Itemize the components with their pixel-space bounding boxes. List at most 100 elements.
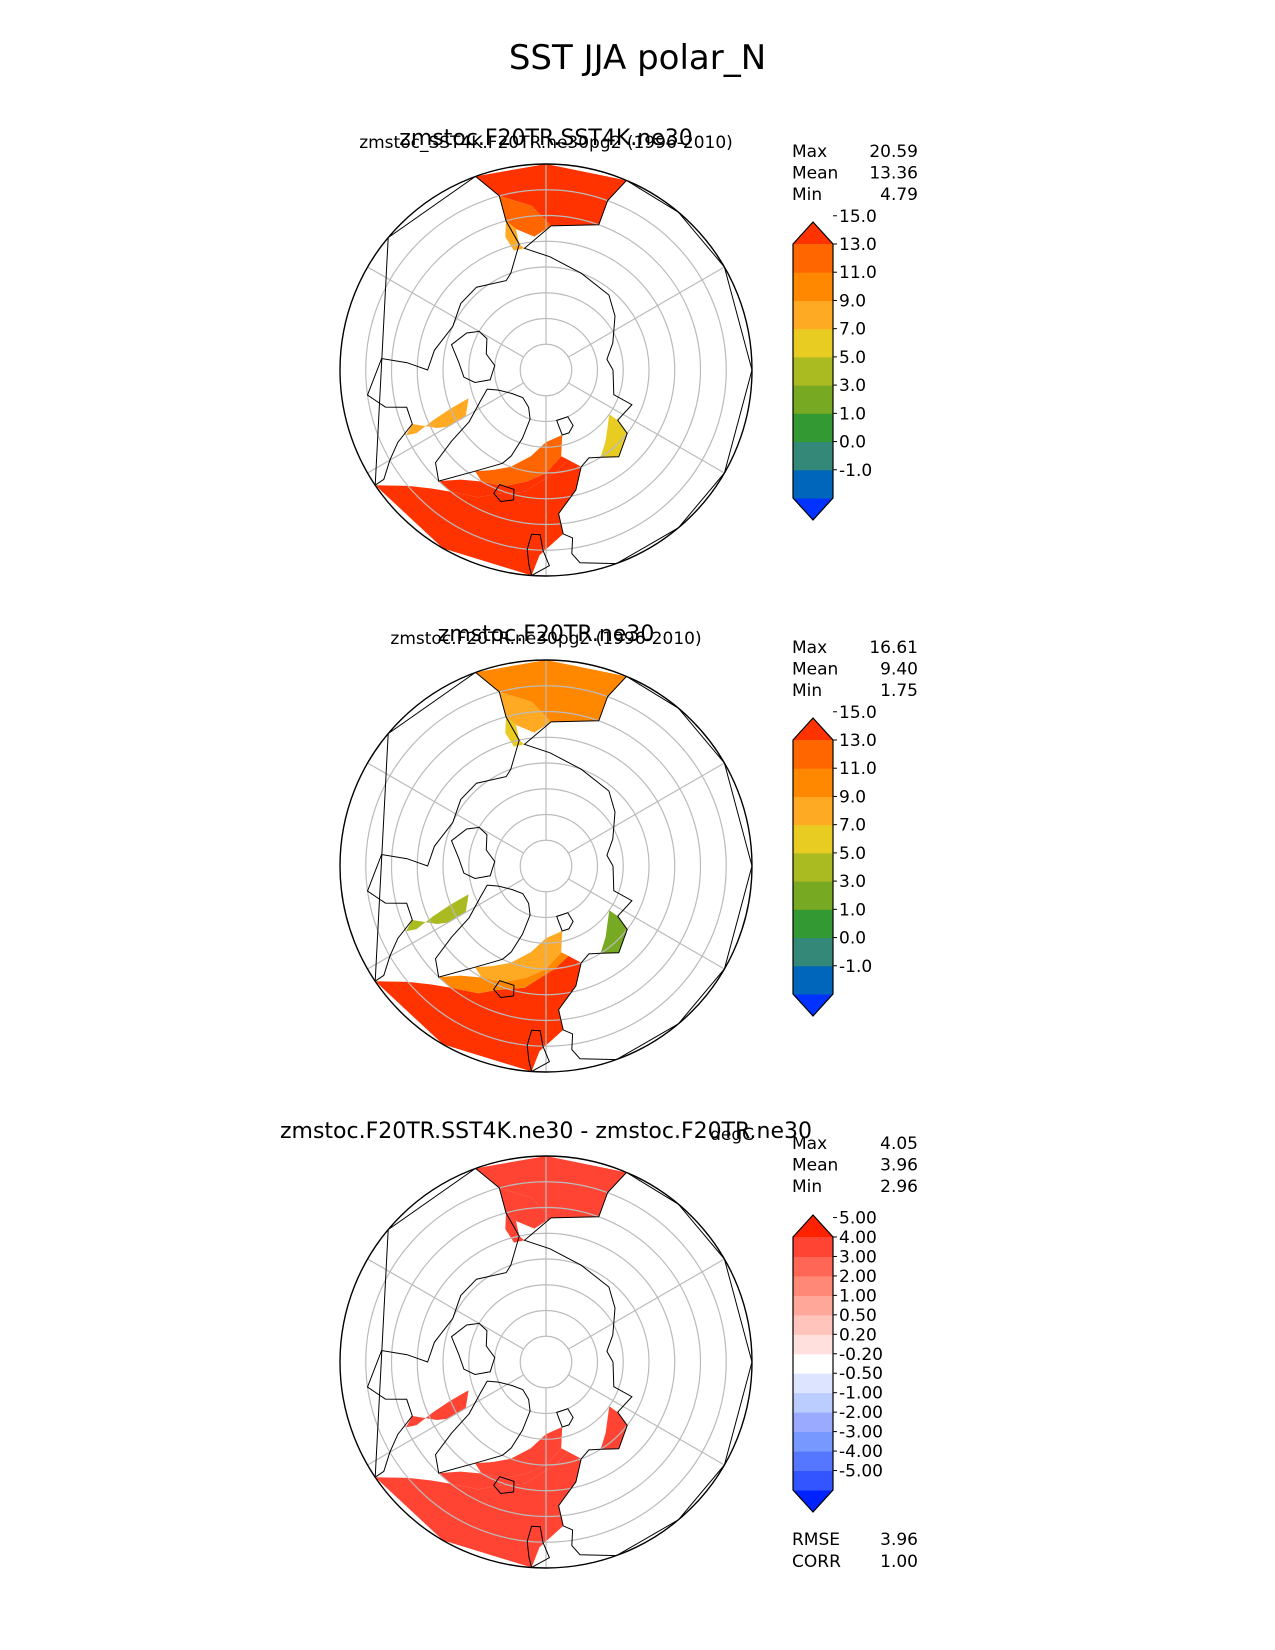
coastline-greenland: [434, 884, 531, 978]
sst-region-pacific: [475, 660, 627, 722]
colorbar-tick-label: 0.20: [839, 1325, 877, 1345]
latitude-circle: [519, 1335, 573, 1389]
colorbar-tick-label: 11.0: [839, 759, 877, 779]
colorbar-segment: [793, 1275, 833, 1296]
map-clip-group: [365, 1156, 752, 1568]
colorbar-segment: [793, 796, 833, 826]
colorbar-segment: [793, 469, 833, 499]
coastline-svalbard: [556, 1408, 574, 1428]
stat-value-min: 2.96: [880, 1177, 918, 1197]
colorbar-segment: [793, 768, 833, 797]
stat-value-max: 4.05: [880, 1134, 918, 1154]
panel-title: zmstoc.F20TR.ne30: [438, 622, 655, 647]
error-stat-value-rmse: 3.96: [880, 1530, 918, 1550]
colorbar-segment: [793, 244, 833, 273]
colorbar-tick-label: 9.0: [839, 787, 866, 807]
latitude-circle: [519, 343, 573, 397]
colorbar-segment: [793, 441, 833, 471]
stat-value-mean: 13.36: [869, 164, 918, 184]
colorbar-segment: [793, 356, 833, 386]
colorbar-tick-label: -0.20: [839, 1345, 883, 1365]
colorbar-segment: [793, 1334, 833, 1355]
colorbar-tick-label: 5.0: [839, 844, 866, 864]
sst-region-atlantic: [375, 1451, 582, 1568]
meridian-line: [367, 878, 524, 970]
error-stat-value-corr: 1.00: [880, 1552, 918, 1572]
sst-region-arctic_outflow: [406, 894, 469, 932]
meridian-line: [568, 1258, 725, 1350]
map-boundary: [339, 163, 753, 577]
stat-value-mean: 3.96: [880, 1156, 918, 1176]
meridian-line: [568, 762, 725, 854]
colorbar-extend-min: [793, 1490, 833, 1512]
colorbar-segment: [793, 413, 833, 443]
colorbar-outline: [792, 1214, 834, 1513]
stat-label-min: Min: [792, 1177, 822, 1197]
colorbar-tick-label: 4.00: [839, 1228, 877, 1248]
stat-label-min: Min: [792, 185, 822, 205]
coastline-archipelago: [450, 826, 496, 880]
coastline-iceland: [493, 980, 515, 999]
colorbar-segment: [793, 1412, 833, 1433]
colorbar-extend-max: [793, 718, 833, 740]
colorbar-tick-label: -3.00: [839, 1423, 883, 1443]
colorbar-segment: [793, 965, 833, 995]
coastline-archipelago: [450, 330, 496, 384]
colorbar-tick-label: 3.0: [839, 872, 866, 892]
sst-region-atlantic: [438, 456, 569, 498]
stat-value-min: 4.79: [880, 185, 918, 205]
stat-label-max: Max: [792, 638, 827, 658]
colorbar-segment: [793, 909, 833, 939]
colorbar-tick-label: 15.0: [839, 703, 877, 723]
coastline-iceland: [493, 484, 515, 503]
colorbar-outline: [792, 221, 834, 521]
map-boundary: [339, 1155, 753, 1569]
colorbar-segment: [793, 1431, 833, 1452]
colorbar-segment: [793, 881, 833, 910]
coastline-svalbard: [556, 416, 574, 436]
colorbar-segment: [793, 824, 833, 854]
colorbar-tick-label: 11.0: [839, 263, 877, 283]
panel-title: zmstoc.F20TR.SST4K.ne30: [399, 126, 692, 151]
colorbar-segment: [793, 300, 833, 330]
map-clip-group: [365, 164, 752, 576]
colorbar-tick-label: -2.00: [839, 1403, 883, 1423]
colorbar-tick-label: 15.0: [839, 207, 877, 227]
colorbar-tick-label: 7.0: [839, 816, 866, 836]
sst-region-pacific: [499, 195, 551, 237]
stat-value-min: 1.75: [880, 681, 918, 701]
colorbar-tick-label: -1.00: [839, 1384, 883, 1404]
coastline-greenland: [434, 388, 531, 482]
stat-value-mean: 9.40: [880, 660, 918, 680]
colorbar-segment: [793, 1295, 833, 1316]
sst-region-arctic_outflow: [600, 1406, 628, 1450]
colorbar-extend-max: [793, 222, 833, 244]
colorbar-segment: [793, 1237, 833, 1257]
stat-label-mean: Mean: [792, 660, 838, 680]
colorbar-segment: [793, 937, 833, 967]
meridian-line: [568, 1374, 725, 1466]
error-stat-label-corr: CORR: [792, 1552, 841, 1572]
coastline-uk: [526, 533, 551, 576]
meridian-line: [367, 266, 524, 358]
colorbar-tick-label: -5.00: [839, 1462, 883, 1482]
sst-region-pacific: [475, 1156, 627, 1218]
colorbar-segment: [793, 272, 833, 301]
colorbar-tick-label: -1.0: [839, 957, 872, 977]
colorbar-segment: [793, 328, 833, 358]
colorbar-tick-label: 2.00: [839, 1267, 877, 1287]
colorbar-tick-label: -1.0: [839, 461, 872, 481]
sst-region-atlantic: [375, 955, 582, 1072]
sst-region-atlantic: [438, 952, 569, 994]
map-panel-3: zmstoc.F20TR.SST4K.ne30 - zmstoc.F20TR.n…: [280, 1119, 918, 1569]
latitude-circle: [519, 839, 573, 893]
colorbar-segment: [793, 1256, 833, 1277]
coastline-svalbard: [556, 912, 574, 932]
colorbar-tick-label: 13.0: [839, 235, 877, 255]
colorbar-segment: [793, 852, 833, 882]
stat-label-max: Max: [792, 142, 827, 162]
stat-label-mean: Mean: [792, 1156, 838, 1176]
sst-region-arctic_outflow: [406, 1390, 469, 1428]
